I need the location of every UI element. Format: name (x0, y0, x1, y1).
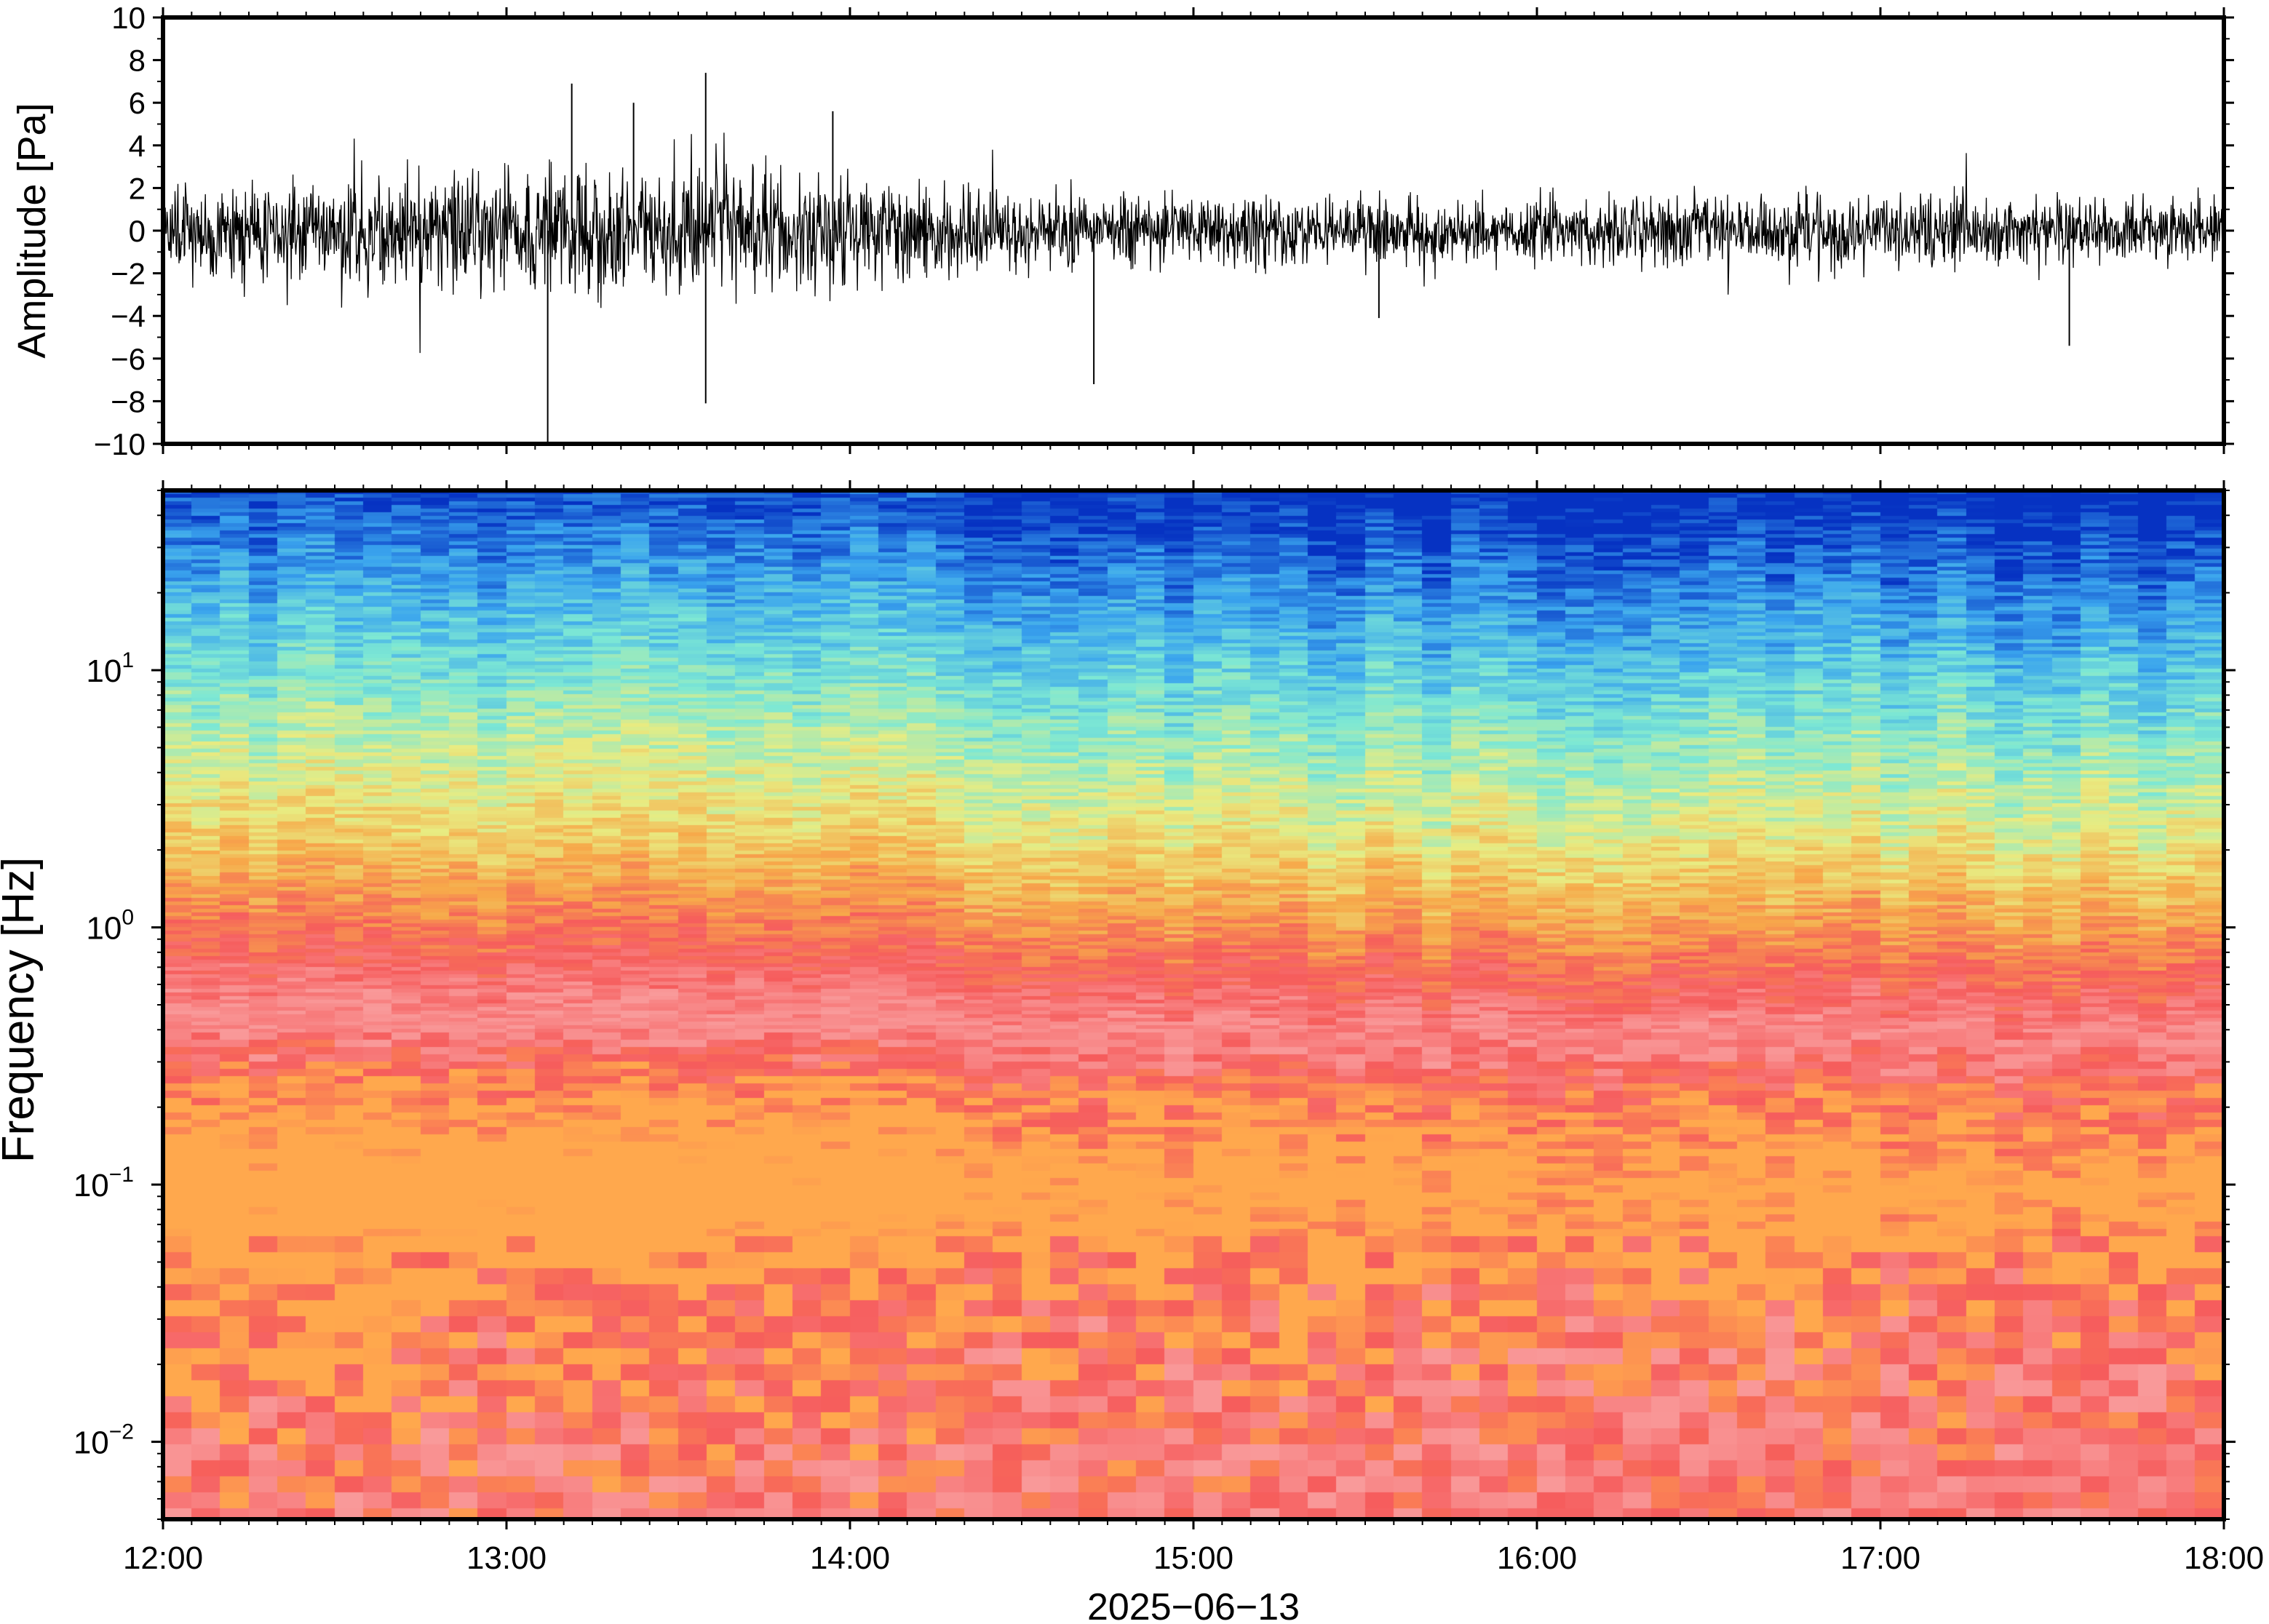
spectrogram-x-tick-label: 14:00 (810, 1540, 890, 1576)
waveform-y-axis-label: Amplitude [Pa] (10, 103, 54, 358)
waveform-y-tick-label: −10 (94, 427, 146, 461)
spectrogram-x-axis-label: 2025−06−13 (1087, 1586, 1300, 1624)
spectrogram-x-tick-label: 12:00 (123, 1540, 203, 1576)
spectrogram-y-axis-label: Frequency [Hz] (0, 857, 44, 1163)
waveform-y-tick-label: 6 (129, 86, 146, 120)
spectrogram-x-tick-label: 15:00 (1153, 1540, 1233, 1576)
spectrogram-y-axis: 101 100 10−1 10−2 (73, 490, 2236, 1520)
spectrogram-x-tick-label: 17:00 (1840, 1540, 1920, 1576)
spectrogram-frame (161, 488, 2226, 1521)
spectrogram-y-tick-label: 10−1 (73, 1163, 134, 1203)
spectrogram-x-tick-label: 13:00 (466, 1540, 547, 1576)
waveform-y-tick-label: −8 (111, 384, 146, 418)
waveform-y-tick-label: 4 (129, 129, 146, 163)
waveform-y-axis: 10 8 6 4 2 0 −2 −4 −6 −8 −10 (94, 1, 2234, 461)
spectrogram-container (163, 490, 2224, 1519)
waveform-y-tick-label: 2 (129, 171, 146, 205)
spectrogram-y-tick-label: 10−2 (73, 1420, 134, 1461)
waveform-y-tick-label: −6 (111, 342, 146, 376)
spectrogram-y-tick-label: 101 (86, 648, 134, 689)
waveform-y-tick-label: −4 (111, 299, 146, 333)
spectrogram-x-tick-label: 16:00 (1497, 1540, 1577, 1576)
waveform-y-tick-label: −2 (111, 257, 146, 291)
spectrogram-x-tick-label: 18:00 (2184, 1540, 2264, 1576)
waveform-y-tick-label: 8 (129, 44, 146, 78)
waveform-frame (161, 15, 2226, 446)
waveform-spikes (547, 73, 2070, 444)
waveform-plot (163, 73, 2224, 444)
waveform-y-tick-label: 0 (129, 214, 146, 248)
spectrogram-y-tick-label: 100 (86, 906, 134, 947)
spectrogram-heatmap (163, 490, 2224, 1519)
waveform-trace (163, 132, 2224, 354)
waveform-y-tick-label: 10 (111, 1, 146, 35)
